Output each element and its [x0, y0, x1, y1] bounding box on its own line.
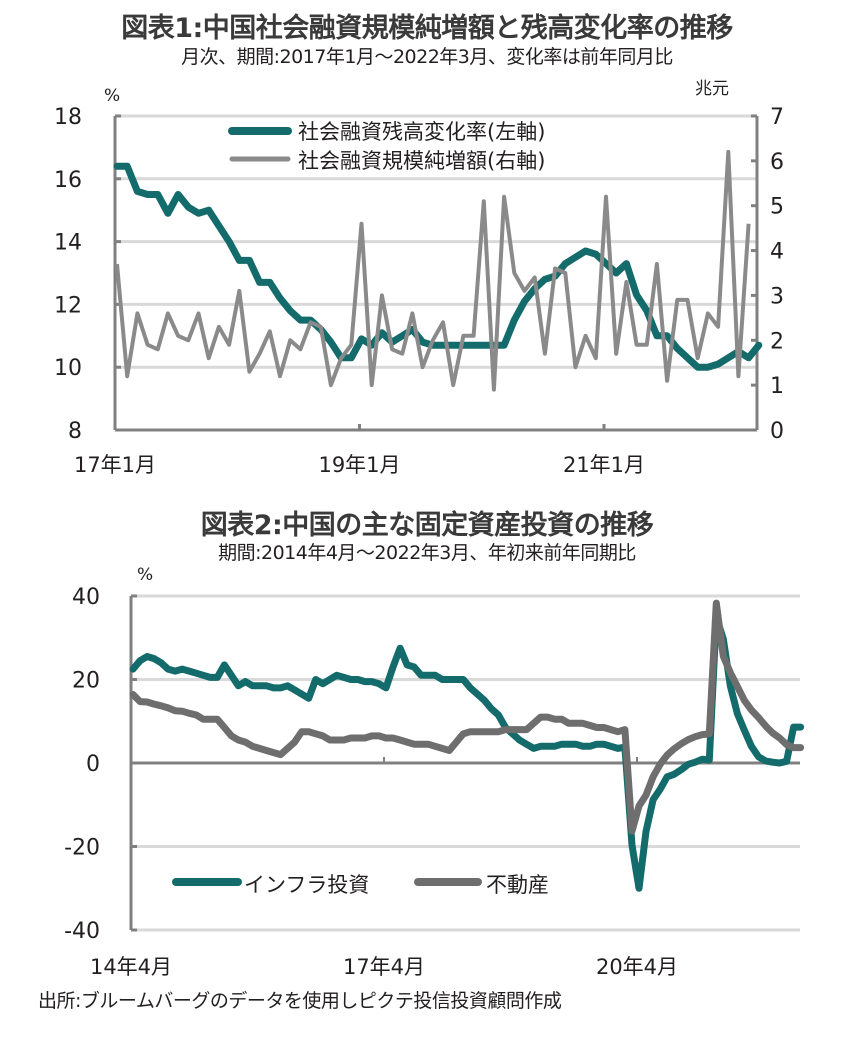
series-line-credit-growth — [113, 162, 763, 371]
right-tick-label: 4 — [770, 240, 784, 265]
chart1-series — [113, 149, 763, 392]
figure1-right-unit: 兆元 — [695, 79, 729, 99]
chart2-series — [129, 599, 805, 892]
x-tick-label: 14年4月 — [90, 955, 172, 979]
x-tick-label: 20年4月 — [596, 955, 678, 979]
figure1-subtitle: 月次、期間:2017年1月～2022年3月、変化率は前年同月比 — [181, 46, 673, 68]
legend-label-infrastructure: インフラ投資 — [244, 873, 369, 897]
y-tick-label: 40 — [72, 585, 100, 610]
left-tick-label: 12 — [54, 293, 82, 318]
figure2-title: 図表2:中国の主な固定資産投資の推移 — [200, 510, 654, 541]
right-tick-label: 3 — [770, 284, 784, 309]
x-tick-label: 21年1月 — [563, 453, 645, 477]
right-tick-label: 5 — [770, 195, 784, 220]
chart1-right-tick-labels: 0 1 2 3 4 5 6 7 — [770, 105, 784, 444]
chart1-left-tick-labels: 8 10 12 14 16 18 — [54, 105, 82, 444]
right-tick-label: 2 — [770, 329, 784, 354]
x-tick-label: 17年4月 — [343, 955, 425, 979]
left-tick-label: 18 — [54, 105, 82, 130]
series-line-real-estate — [129, 599, 805, 835]
series-line-tsf-flow — [115, 149, 751, 392]
left-tick-label: 10 — [54, 356, 82, 381]
legend-label-real-estate: 不動産 — [486, 873, 549, 897]
chart1-x-tick-labels: 17年1月 19年1月 21年1月 — [74, 453, 645, 477]
figure2-subtitle: 期間:2014年4月～2022年3月、年初来前年同期比 — [218, 542, 636, 564]
right-tick-label: 7 — [770, 105, 784, 130]
figure1-left-unit: % — [104, 86, 121, 106]
right-tick-label: 0 — [770, 419, 784, 444]
y-tick-label: -40 — [64, 919, 100, 944]
chart2-x-tick-labels: 14年4月 17年4月 20年4月 — [90, 955, 678, 979]
right-tick-label: 1 — [770, 374, 784, 399]
source-note: 出所:ブルームバーグのデータを使用しピクテ投信投資顧問作成 — [38, 990, 562, 1012]
x-tick-label: 19年1月 — [318, 453, 400, 477]
left-tick-label: 14 — [54, 231, 82, 256]
chart1-legend: 社会融資残高変化率(左軸) 社会融資規模純増額(右軸) — [218, 120, 638, 176]
y-tick-label: -20 — [64, 836, 100, 861]
legend-label-tsf-flow: 社会融資規模純増額(右軸) — [298, 149, 545, 173]
legend-label-credit-growth: 社会融資残高変化率(左軸) — [298, 120, 545, 144]
y-tick-label: 0 — [86, 752, 100, 777]
y-tick-label: 20 — [72, 669, 100, 694]
series-line-infrastructure — [129, 613, 805, 892]
figure1-title: 図表1:中国社会融資規模純増額と残高変化率の推移 — [121, 13, 733, 44]
right-tick-label: 6 — [770, 150, 784, 175]
figure2-left-unit: % — [137, 565, 154, 585]
chart2: -40 -20 0 20 40 14年4月 17年4月 20年4月 インフラ投資 不動産 — [64, 585, 805, 979]
left-tick-label: 8 — [68, 419, 82, 444]
left-tick-label: 16 — [54, 168, 82, 193]
x-tick-label: 17年1月 — [74, 453, 156, 477]
chart2-legend: インフラ投資 不動産 — [166, 866, 586, 904]
chart2-y-tick-labels: -40 -20 0 20 40 — [64, 585, 100, 944]
